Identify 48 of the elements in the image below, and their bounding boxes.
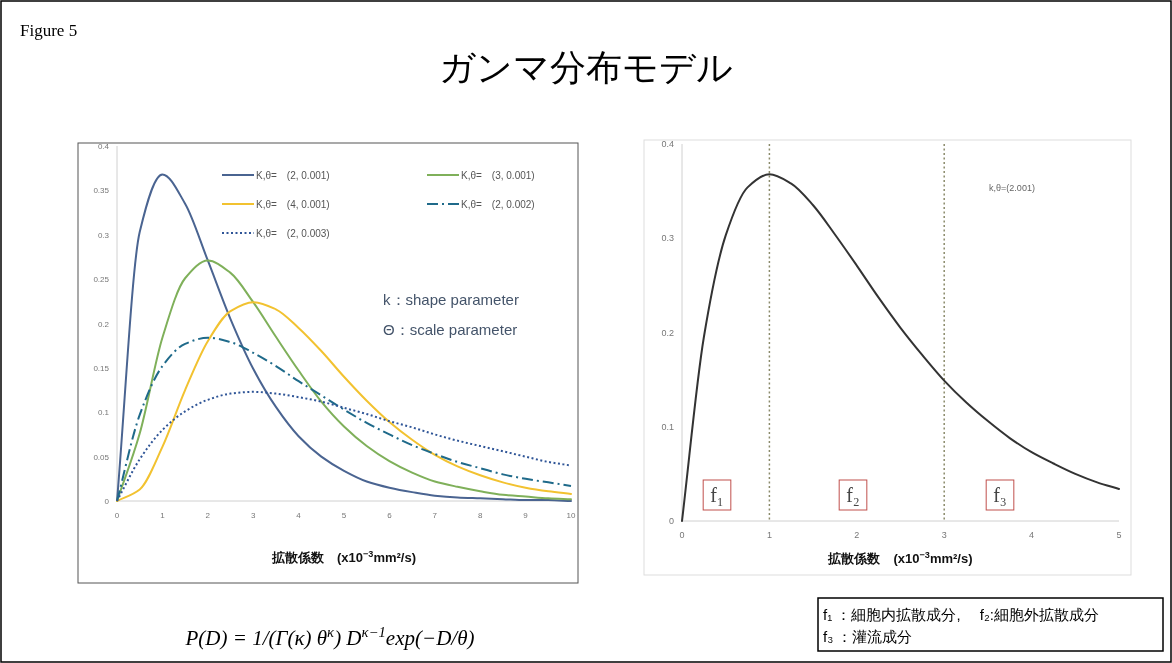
y-tick-label: 0.3 — [661, 233, 674, 244]
x-tick-label: 10 — [566, 511, 576, 520]
annotation: f₁ — [710, 484, 724, 506]
annotation: f₂ — [846, 484, 860, 506]
x-tick-label: 3 — [941, 530, 947, 540]
x-tick-label: 1 — [160, 511, 166, 520]
legend-label: K,θ= (2, 0.002) — [461, 199, 535, 210]
x-tick-label: 4 — [296, 511, 302, 520]
y-tick-label: 0.2 — [661, 327, 674, 338]
legend-label: K,θ= (4, 0.001) — [256, 199, 330, 210]
x-tick-label: 0 — [114, 511, 120, 520]
y-tick-label: 0.25 — [93, 275, 110, 285]
x-tick-label: 4 — [1029, 530, 1035, 540]
x-axis-title: 拡散係数 (x10$^{−3}$mm²/s) — [270, 549, 417, 565]
y-tick-label: 0.05 — [93, 452, 110, 462]
x-axis-title: 拡散係数 (x10$^{−3}$mm²/s) — [827, 550, 973, 566]
legend-label: K,θ= (3, 0.001) — [461, 170, 535, 181]
x-tick-label: 2 — [205, 511, 211, 520]
text: f₃ ：灌流成分 — [823, 628, 913, 645]
y-tick-label: 0.15 — [93, 363, 110, 373]
annotation: k：shape parameter — [383, 291, 519, 308]
x-tick-label: 0 — [679, 530, 685, 540]
chart-title: ガンマ分布モデル — [439, 47, 733, 88]
x-tick-label: 7 — [432, 511, 438, 520]
text: f₁ ：細胞内拡散成分, f₂:細胞外拡散成分 — [823, 606, 1099, 623]
annotation: k,θ=(2.001) — [989, 183, 1035, 193]
y-tick-label: 0 — [104, 497, 110, 506]
legend-label: K,θ= (2, 0.001) — [256, 170, 330, 181]
y-tick-label: 0.3 — [97, 230, 110, 240]
x-tick-label: 6 — [387, 511, 393, 520]
annotation: f₃ — [993, 484, 1007, 506]
x-tick-label: 5 — [341, 511, 347, 520]
y-tick-label: 0.1 — [97, 408, 110, 418]
text: P(D) = 1/(Γ(κ) θ$^{κ}$) D$^{κ−1}$exp(−D/θ) — [184, 624, 475, 650]
caption: Figure 5 — [20, 21, 78, 40]
x-tick-label: 1 — [766, 530, 772, 540]
x-tick-label: 8 — [477, 511, 483, 520]
annotation: Θ：scale parameter — [383, 321, 518, 338]
x-tick-label: 5 — [1116, 530, 1122, 540]
y-tick-label: 0.4 — [97, 142, 110, 151]
x-tick-label: 3 — [250, 511, 256, 520]
y-tick-label: 0.2 — [97, 319, 110, 329]
y-tick-label: 0.35 — [93, 186, 110, 196]
x-tick-label: 9 — [523, 511, 529, 520]
legend-label: K,θ= (2, 0.003) — [256, 228, 330, 239]
y-tick-label: 0.1 — [661, 421, 674, 432]
y-tick-label: 0.4 — [661, 139, 674, 149]
x-tick-label: 2 — [854, 530, 860, 540]
